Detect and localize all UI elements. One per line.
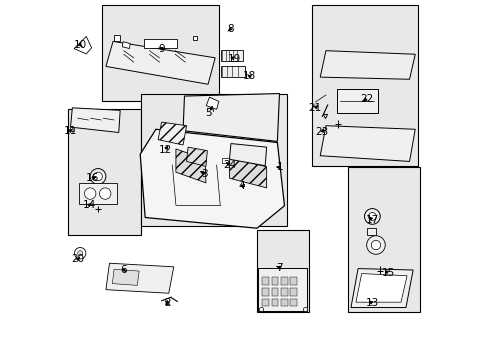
Bar	[271, 298, 278, 306]
Polygon shape	[320, 51, 414, 79]
Polygon shape	[350, 269, 412, 307]
Circle shape	[366, 236, 385, 254]
Bar	[312, 5, 417, 166]
Bar	[281, 298, 287, 306]
Text: 20: 20	[71, 254, 84, 264]
Bar	[271, 288, 278, 296]
Bar	[222, 158, 229, 163]
Bar	[290, 298, 296, 306]
Bar	[220, 66, 244, 77]
Polygon shape	[106, 263, 173, 293]
Polygon shape	[70, 108, 120, 132]
Bar	[262, 288, 268, 296]
Bar	[336, 89, 377, 113]
Text: 6: 6	[120, 265, 127, 275]
Circle shape	[84, 188, 96, 199]
Polygon shape	[320, 126, 414, 161]
Text: 8: 8	[226, 24, 233, 34]
Text: 3: 3	[201, 168, 207, 179]
Text: 21: 21	[308, 103, 321, 113]
Circle shape	[90, 168, 106, 184]
Polygon shape	[206, 97, 218, 109]
Bar	[102, 5, 219, 102]
Bar	[290, 288, 296, 296]
Text: 18: 18	[243, 71, 256, 81]
Bar	[143, 39, 176, 48]
Circle shape	[74, 248, 86, 259]
Bar	[220, 50, 242, 61]
Circle shape	[99, 188, 111, 199]
Polygon shape	[122, 42, 130, 49]
Text: 22: 22	[359, 94, 372, 104]
Text: 4: 4	[238, 181, 244, 192]
Text: 5: 5	[205, 108, 212, 118]
Text: 24: 24	[223, 159, 236, 170]
Text: 23: 23	[315, 127, 328, 137]
Text: 12: 12	[158, 145, 171, 155]
Text: 1: 1	[276, 162, 283, 172]
Text: 7: 7	[276, 262, 282, 273]
Bar	[258, 267, 307, 311]
Bar	[281, 288, 287, 296]
Polygon shape	[183, 94, 279, 141]
Circle shape	[370, 240, 380, 249]
Bar	[262, 298, 268, 306]
Circle shape	[78, 251, 82, 256]
Polygon shape	[355, 274, 406, 302]
Text: 16: 16	[86, 173, 99, 183]
Bar	[271, 277, 278, 285]
Text: 19: 19	[227, 54, 241, 64]
Bar	[366, 228, 375, 235]
Polygon shape	[74, 36, 91, 54]
Bar	[262, 277, 268, 285]
Polygon shape	[176, 149, 205, 183]
Text: 14: 14	[82, 200, 96, 210]
Circle shape	[94, 172, 102, 181]
Text: 15: 15	[381, 268, 394, 278]
Bar	[141, 94, 287, 226]
Text: 11: 11	[63, 126, 77, 136]
Bar	[67, 109, 141, 235]
Circle shape	[367, 212, 376, 220]
Polygon shape	[158, 122, 186, 145]
Polygon shape	[229, 158, 266, 188]
Polygon shape	[186, 147, 207, 166]
Polygon shape	[140, 129, 284, 228]
Bar	[80, 183, 117, 204]
Text: 2: 2	[164, 298, 171, 308]
Bar	[281, 277, 287, 285]
Circle shape	[364, 208, 380, 224]
Bar	[257, 230, 308, 312]
Bar	[290, 277, 296, 285]
Polygon shape	[112, 269, 139, 285]
Text: 10: 10	[74, 40, 86, 50]
Polygon shape	[229, 144, 266, 166]
Bar	[347, 167, 419, 312]
Text: 17: 17	[365, 215, 378, 225]
Text: 13: 13	[365, 298, 378, 308]
Text: 9: 9	[158, 44, 164, 54]
Polygon shape	[106, 41, 215, 84]
